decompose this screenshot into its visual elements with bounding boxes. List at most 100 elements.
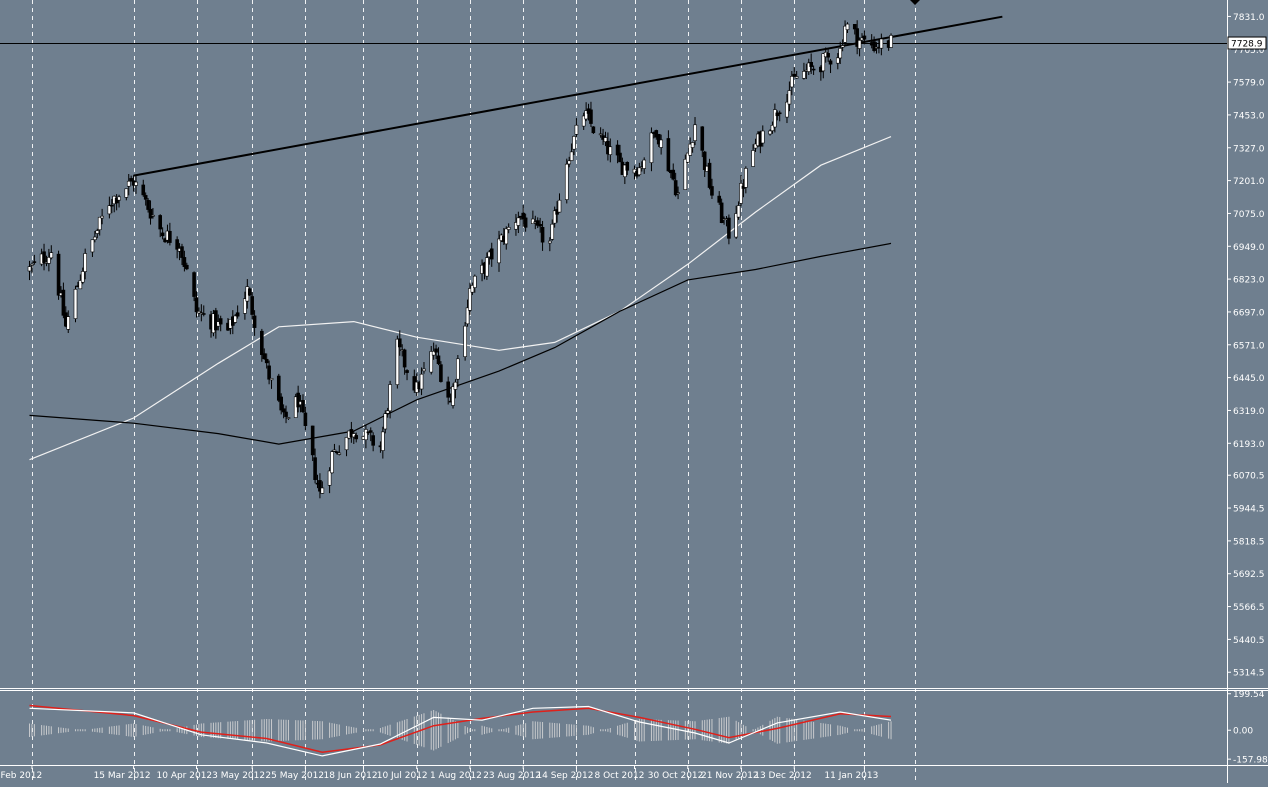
- candle-body: [114, 197, 119, 204]
- candle-body: [506, 227, 511, 230]
- oscillator-tick-label: 0.00: [1233, 727, 1253, 737]
- price-marker: 7728.9: [910, 0, 1267, 50]
- candle-body: [852, 24, 857, 30]
- price-tick-label: 5314.5: [1233, 669, 1265, 679]
- candle-body: [826, 53, 830, 58]
- candle-body: [218, 318, 223, 325]
- price-tick-label: 6823.0: [1233, 276, 1265, 286]
- candle-body: [436, 355, 441, 364]
- candle-body: [707, 162, 712, 188]
- candle-body: [790, 76, 794, 88]
- candle-body: [117, 196, 121, 201]
- candle-body: [584, 110, 588, 120]
- candle-body: [598, 133, 603, 136]
- price-tick-label: 7201.0: [1233, 177, 1265, 187]
- oscillator-tick-label: -157.98: [1233, 756, 1268, 766]
- candle-body: [548, 240, 552, 244]
- candle-body: [235, 312, 240, 317]
- candle-body: [649, 132, 654, 163]
- candle-body: [485, 257, 489, 277]
- candle-body: [134, 181, 138, 186]
- candle-body: [247, 288, 252, 296]
- candle-body: [286, 417, 291, 419]
- candle-body: [56, 253, 61, 296]
- candle-body: [717, 195, 722, 203]
- candle-body: [243, 298, 247, 314]
- candle-body: [845, 23, 850, 30]
- candle-body: [659, 139, 663, 148]
- candle-body: [451, 386, 455, 406]
- candle-body: [656, 133, 661, 145]
- candle-body: [439, 364, 443, 382]
- candle-body: [327, 470, 332, 486]
- date-tick-label: 13 Dec 2012: [754, 771, 812, 781]
- candle-body: [857, 40, 862, 49]
- candle-body: [397, 338, 402, 348]
- price-tick-label: 6571.0: [1233, 341, 1265, 351]
- candle-body: [262, 353, 267, 360]
- candle-body: [168, 230, 172, 243]
- candle-body: [809, 61, 813, 67]
- candle-body: [267, 365, 271, 380]
- candlestick-series: [27, 20, 893, 499]
- candle-body: [608, 146, 613, 155]
- candle-body: [642, 159, 647, 169]
- candle-body: [201, 313, 206, 315]
- candle-body: [388, 384, 392, 412]
- candle-body: [383, 413, 388, 430]
- price-tick-label: 7327.0: [1233, 144, 1265, 154]
- candle-body: [676, 192, 680, 194]
- candle-body: [446, 381, 450, 398]
- candle-body: [773, 109, 777, 128]
- candle-body: [260, 330, 264, 355]
- candle-body: [787, 90, 792, 105]
- candle-body: [335, 451, 339, 454]
- candle-body: [279, 396, 284, 411]
- candle-body: [727, 217, 731, 239]
- candle-body: [185, 264, 189, 270]
- candle-body: [828, 60, 833, 65]
- candle-body: [422, 368, 426, 372]
- candle-body: [47, 256, 51, 264]
- candle-body: [146, 200, 150, 210]
- candle-body: [690, 142, 695, 148]
- candle-body: [625, 162, 630, 171]
- candle-body: [148, 208, 153, 219]
- candle-body: [472, 275, 477, 288]
- candle-body: [557, 199, 562, 213]
- candle-body: [872, 41, 876, 51]
- candle-body: [552, 210, 557, 224]
- candle-body: [419, 373, 424, 390]
- candle-body: [310, 425, 315, 456]
- candle-body: [90, 239, 95, 253]
- date-tick-label: 1 Aug 2012: [430, 771, 482, 781]
- candle-body: [572, 136, 576, 150]
- date-tick-label: 25 May 2012: [265, 771, 324, 781]
- candle-body: [100, 215, 104, 219]
- candle-body: [531, 218, 535, 224]
- candle-body: [489, 248, 494, 260]
- candle-body: [175, 239, 179, 250]
- candle-body: [385, 410, 390, 414]
- candle-body: [535, 220, 540, 226]
- arrow-marker: [910, 0, 920, 5]
- candle-body: [879, 38, 884, 49]
- candle-body: [637, 167, 642, 176]
- candle-body: [431, 350, 436, 356]
- candle-body: [751, 150, 755, 167]
- candle-body: [821, 53, 826, 72]
- candle-body: [785, 101, 789, 118]
- date-tick-label: 14 Sep 2012: [536, 771, 593, 781]
- candle-body: [264, 358, 269, 364]
- moving-average-slow: [29, 242, 892, 445]
- price-tick-label: 6949.0: [1233, 243, 1265, 253]
- price-tick-label: 6070.5: [1233, 472, 1265, 482]
- date-tick-label: 11 Jan 2013: [824, 771, 878, 781]
- candle-body: [337, 452, 342, 455]
- candle-body: [540, 227, 545, 243]
- candle-body: [514, 222, 518, 230]
